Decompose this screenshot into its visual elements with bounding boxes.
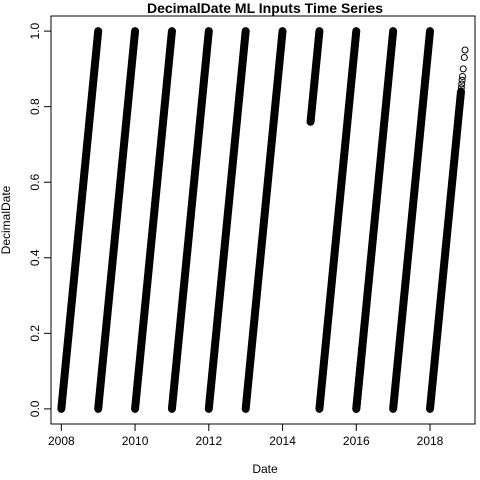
data-band — [389, 27, 435, 413]
x-tick-label: 2014 — [269, 434, 296, 448]
data-point — [459, 65, 467, 73]
y-axis: 0.0 0.2 0.4 0.6 0.8 1.0 — [28, 22, 51, 417]
y-tick-label: 0.4 — [28, 249, 42, 266]
x-tick-label: 2008 — [48, 434, 75, 448]
data-band — [94, 27, 140, 413]
data-point — [458, 72, 466, 80]
x-tick-label: 2018 — [417, 434, 444, 448]
data-band — [204, 27, 250, 413]
data-point — [460, 54, 468, 62]
data-band — [167, 27, 213, 413]
data-band — [315, 27, 361, 413]
data-band — [57, 27, 103, 413]
y-tick-label: 1.0 — [28, 22, 42, 39]
data-band — [352, 27, 398, 413]
x-axis: 2008 2010 2012 2014 2016 2018 — [48, 424, 444, 448]
y-tick-label: 0.0 — [28, 400, 42, 417]
x-axis-label: Date — [252, 462, 278, 476]
x-tick-label: 2012 — [195, 434, 222, 448]
y-tick-label: 0.8 — [28, 98, 42, 115]
y-tick-label: 0.6 — [28, 174, 42, 191]
data-band — [426, 87, 465, 413]
plot-frame — [50, 15, 476, 425]
data-point — [461, 46, 469, 54]
x-tick-label: 2016 — [343, 434, 370, 448]
y-axis-label: DecimalDate — [0, 185, 13, 254]
data-point — [458, 76, 466, 84]
data-band — [131, 27, 176, 413]
data-point — [458, 80, 466, 88]
x-tick-label: 2010 — [122, 434, 149, 448]
y-tick-label: 0.2 — [28, 325, 42, 342]
data-band — [306, 27, 324, 126]
data-band — [241, 27, 287, 413]
data-series — [57, 27, 469, 413]
data-point — [457, 84, 465, 92]
chart-title: DecimalDate ML Inputs Time Series — [147, 0, 383, 16]
